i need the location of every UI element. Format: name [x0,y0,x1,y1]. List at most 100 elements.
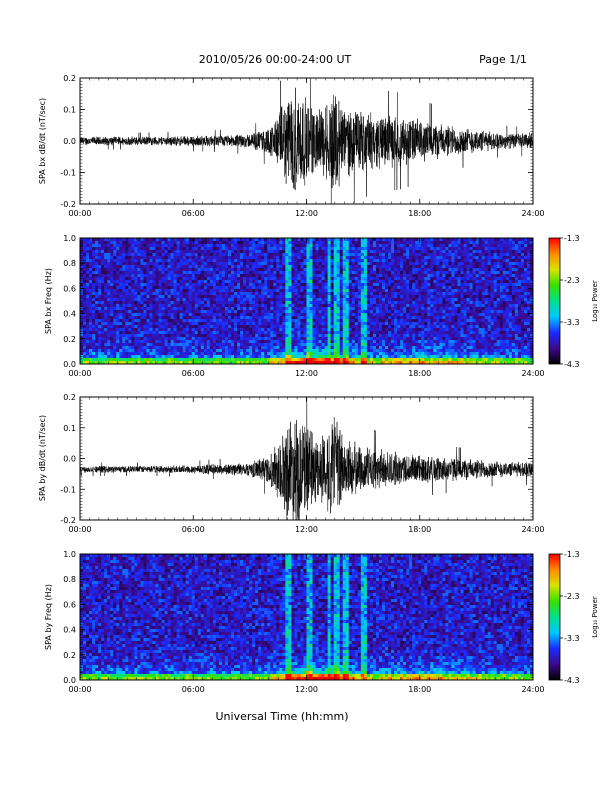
spectrogram-cell [128,283,132,287]
spectrogram-cell [98,358,102,362]
spectrogram-cell [203,313,208,317]
spectrogram-cell [372,265,377,269]
spectrogram-cell [234,292,238,296]
spectrogram-cell [134,277,138,281]
spectrogram-cell [315,244,319,248]
spectrogram-cell [212,280,217,284]
spectrogram-cell [403,352,407,356]
spectrogram-cell [400,328,404,332]
spectrogram-cell [89,334,93,338]
spectrogram-cell [360,352,365,356]
spectrogram-cell [200,328,205,332]
x-tick-label: 18:00 [408,209,431,218]
spectrogram-cell [415,283,419,287]
spectrogram-cell [215,349,220,353]
spectrogram-cell [231,355,235,359]
spectrogram-cell [110,361,114,365]
spectrogram-cell [149,313,153,317]
spectrogram-cell [170,256,175,260]
spectrogram-cell [306,289,310,293]
spectrogram-cell [243,238,247,242]
spectrogram-cell [104,268,108,272]
spectrogram-cell [185,286,190,290]
spectrogram-cell [83,241,87,245]
spectrogram-cell [104,247,108,251]
spectrogram-cell [276,319,280,323]
spectrogram-cell [185,334,190,338]
spectrogram-cell [218,247,223,251]
spectrogram-cell [333,340,338,344]
spectrogram-cell [215,292,220,296]
spectrogram-cell [237,262,241,266]
spectrogram-cell [279,328,283,332]
spectrogram-cell [170,322,175,326]
spectrogram-cell [261,259,265,263]
spectrogram-cell [406,358,410,362]
spectrogram-cell [282,295,286,299]
spectrogram-cell [421,250,425,254]
spectrogram-cell [312,298,316,302]
spectrogram-cell [131,346,135,350]
spectrogram-cell [264,313,268,317]
spectrogram-cell [119,346,123,350]
spectrogram-cell [297,322,301,326]
spectrogram-cell [140,343,144,347]
spectrogram-cell [418,271,422,275]
spectrogram-cell [285,331,289,335]
spectrogram-cell [122,361,126,365]
spectrogram-cell [179,316,184,320]
spectrogram-cell [206,277,211,281]
spectrogram-cell [137,346,141,350]
spectrogram-cell [369,244,374,248]
spectrogram-cell [330,247,335,251]
spectrogram-cell [113,340,117,344]
spectrogram-cell [234,343,238,347]
spectrogram-cell [194,262,199,266]
spectrogram-cell [306,286,310,290]
spectrogram-cell [312,313,316,317]
spectrogram-cell [366,274,371,278]
spectrogram-cell [98,301,102,305]
spectrogram-cell [119,250,123,254]
spectrogram-cell [240,238,244,242]
spectrogram-cell [101,277,105,281]
spectrogram-cell [351,289,356,293]
spectrogram-cell [327,244,332,248]
spectrogram-cell [321,316,326,320]
spectrogram-cell [110,238,114,242]
spectrogram-cell [415,262,419,266]
spectrogram-cell [403,253,407,257]
spectrogram-cell [86,313,90,317]
spectrogram-cell [273,286,277,290]
spectrogram-cell [282,259,286,263]
spectrogram-cell [273,304,277,308]
spectrogram-cell [366,256,371,260]
spectrogram-cell [342,316,347,320]
spectrogram-cell [391,361,395,365]
spectrogram-cell [258,328,262,332]
spectrogram-cell [173,274,178,278]
spectrogram-cell [197,343,202,347]
spectrogram-cell [403,349,407,353]
spectrogram-cell [110,253,114,257]
spectrogram-cell [231,277,235,281]
spectrogram-cell [333,292,338,296]
spectrogram-cell [409,250,413,254]
spectrogram-cell [252,301,256,305]
spectrogram-cell [342,271,347,275]
spectrogram-cell [161,256,165,260]
spectrogram-cell [191,334,196,338]
spectrogram-cell [146,301,150,305]
spectrogram-cell [276,250,280,254]
spectrogram-cell [318,259,322,263]
spectrogram-cell [303,277,307,281]
spectrogram-cell [119,343,123,347]
spectrogram-cell [415,352,419,356]
spectrogram-cell [330,322,335,326]
spectrogram-cell [327,283,332,287]
spectrogram-cell [161,244,165,248]
spectrogram-cell [388,247,392,251]
spectrogram-cell [234,340,238,344]
spectrogram-cell [360,289,365,293]
spectrogram-cell [378,238,383,242]
